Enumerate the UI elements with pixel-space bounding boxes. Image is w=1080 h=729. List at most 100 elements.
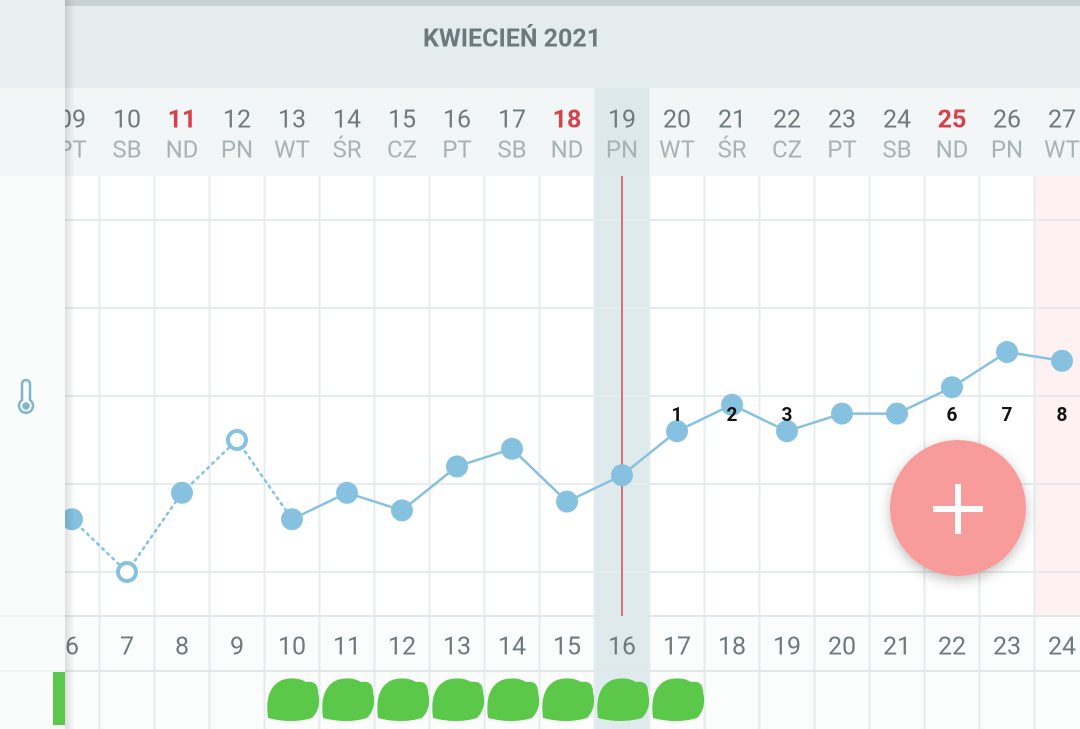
day-number: 10 — [113, 106, 141, 135]
cycle-day: 12 — [388, 633, 416, 662]
day-number: 12 — [223, 106, 251, 135]
symptom-mark — [597, 678, 650, 721]
cycle-day: 9 — [230, 633, 244, 662]
cycle-day: 17 — [663, 633, 691, 662]
post-ovulation-day: 8 — [1057, 403, 1068, 426]
temp-point — [721, 393, 743, 416]
symptom-mark — [432, 678, 485, 721]
post-ovulation-day: 3 — [782, 403, 793, 426]
day-number: 15 — [388, 106, 416, 135]
weekday: CZ — [387, 135, 417, 163]
cycle-day: 13 — [443, 633, 471, 662]
symptom-mark — [267, 678, 320, 721]
side-days — [0, 88, 65, 176]
day-number: 20 — [663, 106, 691, 135]
weekday: PT — [827, 135, 856, 163]
symptom-mark — [542, 678, 595, 721]
temp-point — [611, 464, 633, 487]
weekday: SB — [497, 135, 526, 163]
cycle-day: 14 — [498, 633, 526, 662]
day-number: 21 — [718, 106, 746, 135]
weekday: WT — [659, 135, 695, 163]
top-edge — [0, 0, 1080, 6]
cycle-day: 21 — [883, 633, 911, 662]
weekday: ŚR — [717, 135, 746, 163]
cycle-day: 10 — [278, 633, 306, 662]
day-number: 13 — [278, 106, 306, 135]
month-title: KWIECIEŃ 2021 — [423, 24, 601, 54]
temp-point-excluded — [116, 561, 138, 583]
day-number: 19 — [608, 106, 636, 135]
symptom-mark — [377, 678, 430, 721]
cycle-day: 24 — [1048, 633, 1076, 662]
header-bg — [0, 0, 1080, 88]
temp-point — [666, 420, 688, 443]
weekday: ND — [551, 135, 584, 163]
weekday: WT — [274, 135, 310, 163]
day-number: 22 — [773, 106, 801, 135]
temp-segment — [400, 465, 459, 512]
temp-segment — [180, 438, 239, 495]
weekday: PN — [221, 135, 253, 163]
weekday: SB — [112, 135, 141, 163]
post-ovulation-day: 7 — [1002, 403, 1013, 426]
day-number: 26 — [993, 106, 1021, 135]
side-shadow — [65, 0, 75, 729]
post-ovulation-day: 6 — [947, 403, 958, 426]
symptom-mark — [322, 678, 375, 721]
side-header — [0, 0, 65, 88]
cycle-day: 15 — [553, 633, 581, 662]
weekday: ND — [936, 135, 969, 163]
day-number: 27 — [1048, 106, 1076, 135]
weekday: SB — [882, 135, 911, 163]
weekday: WT — [1044, 135, 1080, 163]
temp-segment — [235, 438, 294, 521]
days-bg — [0, 88, 1080, 176]
temp-point — [281, 508, 303, 531]
add-button[interactable] — [890, 440, 1026, 576]
day-number: 23 — [828, 106, 856, 135]
post-ovulation-day: 2 — [727, 403, 738, 426]
temp-point — [501, 437, 523, 460]
day-number: 18 — [553, 106, 582, 135]
temp-segment — [70, 517, 129, 574]
cycle-day: 20 — [828, 633, 856, 662]
day-number: 11 — [168, 106, 197, 135]
thermometer-icon — [17, 378, 35, 414]
symptom-mark — [652, 678, 705, 721]
weekday: PN — [991, 135, 1023, 163]
temp-point-excluded — [226, 429, 248, 451]
cycle-day: 18 — [718, 633, 746, 662]
temp-point — [886, 402, 908, 425]
symptom-mark — [487, 678, 540, 721]
temp-point — [996, 341, 1018, 363]
temp-point — [831, 402, 853, 425]
temp-point — [941, 376, 963, 399]
temp-point — [556, 490, 578, 513]
temp-point — [776, 420, 798, 443]
temp-point — [391, 499, 413, 522]
cycle-day: 19 — [773, 633, 801, 662]
cycle-day: 22 — [938, 633, 966, 662]
temp-point — [171, 481, 193, 504]
temp-point — [336, 481, 358, 504]
cycle-day: 11 — [333, 633, 361, 662]
chart-area: 09PT610SB711ND812PN913WT1014ŚR1115CZ1216… — [65, 88, 1080, 729]
day-number: 16 — [443, 106, 471, 135]
plus-icon — [933, 484, 983, 534]
temp-point — [1051, 349, 1073, 372]
cycle-day: 23 — [993, 633, 1021, 662]
day-number: 14 — [333, 106, 361, 135]
weekday: CZ — [772, 135, 802, 163]
cycle-day: 7 — [120, 633, 134, 662]
cycle-day: 16 — [608, 633, 636, 662]
post-ovulation-day: 1 — [672, 403, 683, 426]
temp-segment — [125, 491, 184, 574]
weekday: ND — [166, 135, 199, 163]
day-number: 24 — [883, 106, 911, 135]
side-marker — [53, 672, 65, 725]
weekday: PT — [442, 135, 471, 163]
temp-point — [446, 455, 468, 478]
weekday: ŚR — [332, 135, 361, 163]
